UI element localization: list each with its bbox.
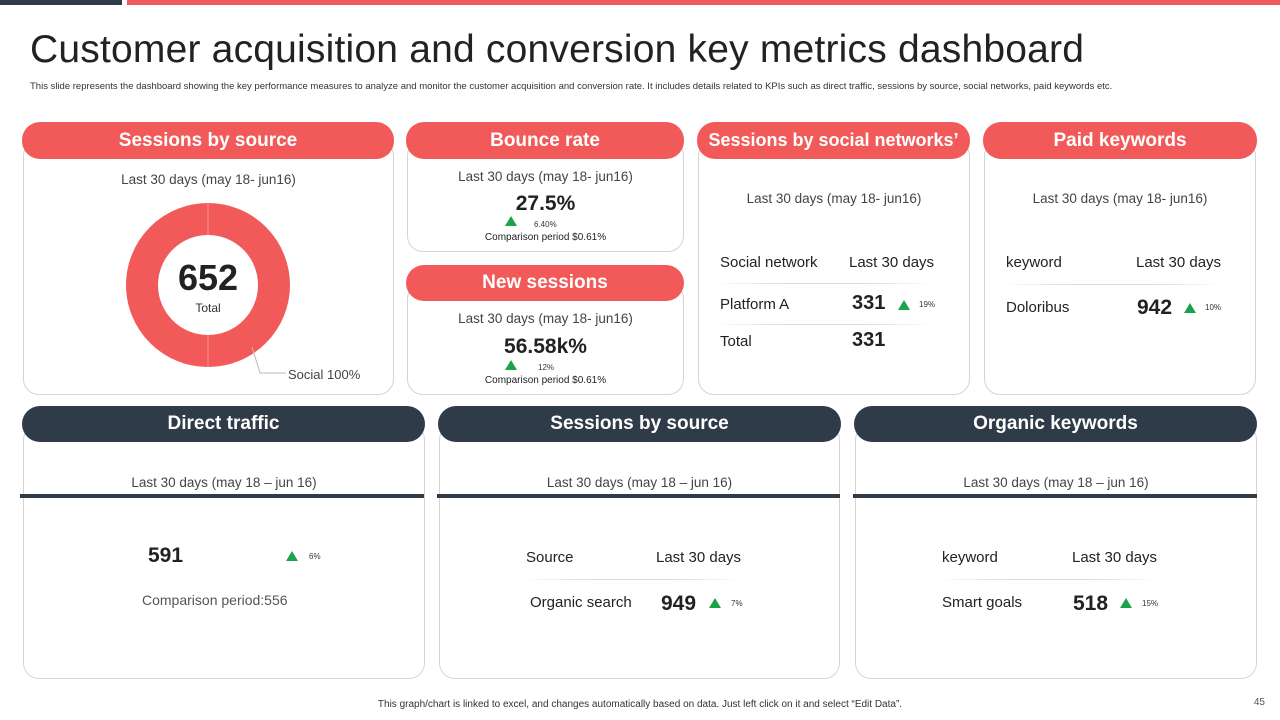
paid-keywords-up-icon <box>1184 303 1196 313</box>
organic-keywords-up-icon <box>1120 598 1132 608</box>
paid-keywords-title: Paid keywords <box>983 122 1257 159</box>
bounce-rate-up-icon <box>505 216 517 226</box>
direct-traffic-comparison: Comparison period:556 <box>142 592 288 608</box>
paid-keywords-row-value: 942 <box>1137 296 1173 319</box>
donut-legend-leader <box>251 346 286 374</box>
paid-keywords-divider <box>1002 284 1224 285</box>
sessions-source-up-icon <box>709 598 721 608</box>
direct-traffic-divider <box>20 494 424 498</box>
sessions-source-col-period: Last 30 days <box>656 549 742 566</box>
direct-traffic-card <box>23 424 425 679</box>
sessions-source-table-divider <box>437 494 840 498</box>
organic-keywords-row-name: Smart goals <box>942 594 1023 611</box>
donut-center-label: Total <box>195 301 221 315</box>
sessions-source-row-name: Organic search <box>530 594 632 611</box>
social-networks-title: Sessions by social networks’ <box>697 122 970 159</box>
page-number: 45 <box>1253 697 1265 708</box>
paid-keywords-card <box>984 140 1256 395</box>
social-networks-total-label: Total <box>720 333 752 350</box>
social-networks-col-period: Last 30 days <box>849 254 935 271</box>
direct-traffic-period: Last 30 days (may 18 – jun 16) <box>131 475 317 490</box>
paid-keywords-row-name: Doloribus <box>1006 299 1070 316</box>
paid-keywords-row-change: 10% <box>1205 303 1222 312</box>
direct-traffic-change: 6% <box>309 552 321 561</box>
sessions-source-table-period: Last 30 days (may 18 – jun 16) <box>546 475 733 490</box>
sessions-source-table-title: Sessions by source <box>438 406 841 442</box>
paid-keywords-col-keyword: keyword <box>1006 254 1062 271</box>
footer-note: This graph/chart is linked to excel, and… <box>377 699 903 710</box>
social-networks-divider-2 <box>716 324 936 325</box>
paid-keywords-col-period: Last 30 days <box>1136 254 1222 271</box>
social-networks-row-change: 19% <box>919 300 936 309</box>
direct-traffic-value: 591 <box>148 544 184 567</box>
sessions-by-source-period: Last 30 days (may 18- jun16) <box>121 172 296 187</box>
bounce-rate-comparison: Comparison period $0.61% <box>484 232 607 243</box>
page-title: Customer acquisition and conversion key … <box>30 28 1085 71</box>
organic-keywords-row-value: 518 <box>1073 592 1109 615</box>
new-sessions-value: 56.58k% <box>504 335 587 358</box>
sessions-by-source-donut-chart <box>126 203 290 374</box>
organic-keywords-col-period: Last 30 days <box>1072 549 1158 566</box>
sessions-source-row-change: 7% <box>731 599 743 608</box>
organic-keywords-title: Organic keywords <box>854 406 1257 442</box>
top-accent-bar-dark <box>0 0 122 5</box>
sessions-source-row-value: 949 <box>661 592 697 615</box>
organic-keywords-card <box>855 424 1257 679</box>
donut-slice-social <box>126 203 290 367</box>
donut-legend-label: Social 100% <box>288 367 361 382</box>
top-accent-bar-red <box>127 0 1280 5</box>
social-networks-up-icon <box>898 300 910 310</box>
donut-center-value: 652 <box>177 257 239 298</box>
social-networks-col-network: Social network <box>720 254 818 271</box>
social-networks-card <box>698 140 970 395</box>
sessions-source-row-divider <box>522 579 744 580</box>
social-networks-divider-1 <box>716 283 936 284</box>
new-sessions-title: New sessions <box>406 265 684 301</box>
sessions-by-source-title: Sessions by source <box>22 122 394 159</box>
organic-keywords-period: Last 30 days (may 18 – jun 16) <box>963 475 1149 490</box>
bounce-rate-value: 27.5% <box>515 192 576 215</box>
new-sessions-change: 12% <box>538 363 555 372</box>
organic-keywords-row-divider <box>938 579 1160 580</box>
direct-traffic-up-icon <box>286 551 298 561</box>
new-sessions-comparison: Comparison period $0.61% <box>484 375 607 386</box>
organic-keywords-row-change: 15% <box>1142 599 1159 608</box>
direct-traffic-title: Direct traffic <box>22 406 425 442</box>
social-networks-row-name: Platform A <box>720 296 790 313</box>
bounce-rate-period: Last 30 days (may 18- jun16) <box>458 169 633 184</box>
sessions-source-col-source: Source <box>526 549 574 566</box>
paid-keywords-period: Last 30 days (may 18- jun16) <box>1032 191 1208 206</box>
new-sessions-card <box>407 283 684 395</box>
new-sessions-period: Last 30 days (may 18- jun16) <box>458 311 633 326</box>
social-networks-period: Last 30 days (may 18- jun16) <box>746 191 922 206</box>
social-networks-row-value: 331 <box>852 292 886 314</box>
bounce-rate-title: Bounce rate <box>406 122 684 159</box>
bounce-rate-change: 6.40% <box>534 220 557 229</box>
new-sessions-up-icon <box>505 360 517 370</box>
sessions-source-table-card <box>439 424 840 679</box>
organic-keywords-col-keyword: keyword <box>942 549 998 566</box>
page-description: This slide represents the dashboard show… <box>30 81 1113 92</box>
social-networks-total-value: 331 <box>852 329 886 351</box>
organic-keywords-divider <box>853 494 1257 498</box>
